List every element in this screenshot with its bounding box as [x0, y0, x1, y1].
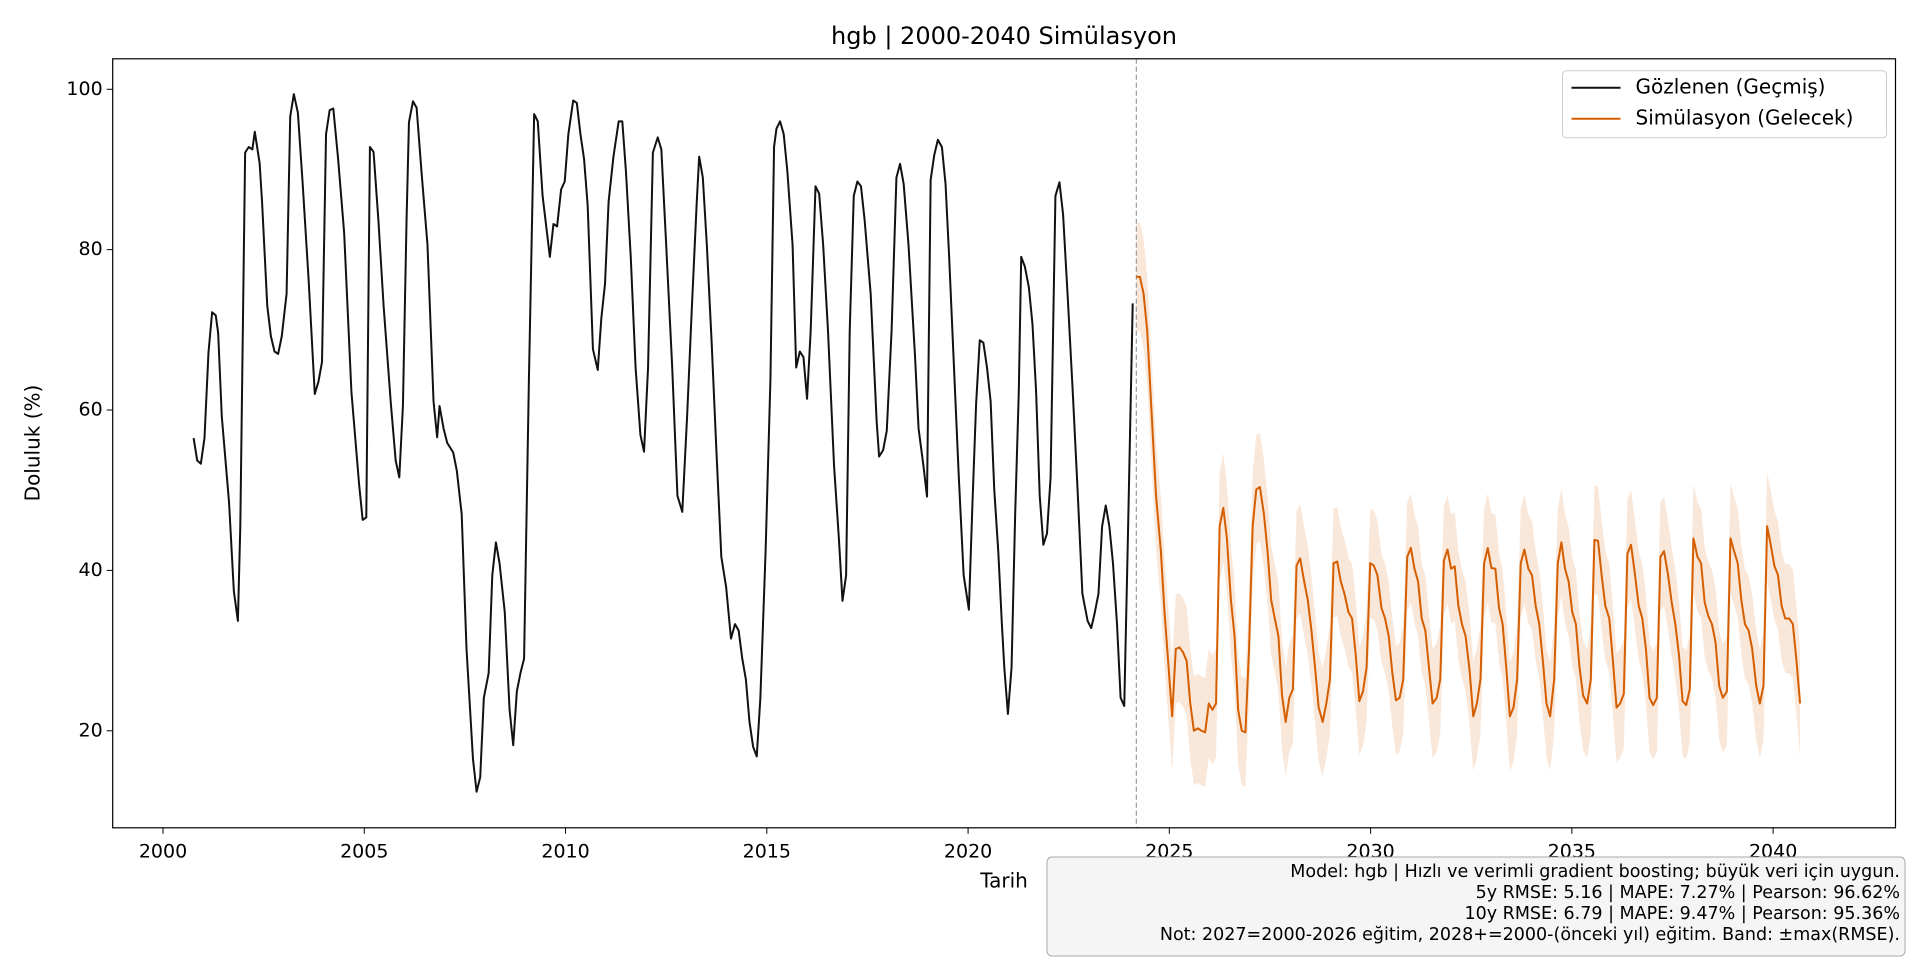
x-tick-label: 2000 — [139, 840, 187, 862]
x-tick-label: 2010 — [541, 840, 589, 862]
annotation: Model: hgb | Hızlı ve verimli gradient b… — [1046, 856, 1906, 957]
y-tick-label: 100 — [66, 78, 102, 100]
uncertainty-band — [1136, 222, 1801, 787]
annotation-line: 10y RMSE: 6.79 | MAPE: 9.47% | Pearson: … — [1464, 904, 1900, 924]
annotation-box — [1046, 856, 1906, 957]
x-axis-label: Tarih — [979, 869, 1028, 893]
y-axis-label: Doluluk (%) — [21, 385, 45, 502]
annotation-line: 5y RMSE: 5.16 | MAPE: 7.27% | Pearson: 9… — [1476, 883, 1900, 903]
y-tick-label: 40 — [79, 559, 103, 581]
legend-label: Gözlenen (Geçmiş) — [1636, 74, 1826, 98]
annotation-line: Not: 2027=2000-2026 eğitim, 2028+=2000-(… — [1160, 925, 1900, 945]
annotation-line: Model: hgb | Hızlı ve verimli gradient b… — [1290, 862, 1900, 882]
series-line — [192, 93, 1134, 793]
legend: Gözlenen (Geçmiş) Simülasyon (Gelecek) — [1562, 70, 1887, 139]
x-tick-label: 2020 — [944, 840, 992, 862]
chart-title: hgb | 2000-2040 Simülasyon — [831, 22, 1177, 50]
y-tick-label: 20 — [79, 719, 103, 741]
plot-area — [192, 58, 1802, 828]
y-tick-label: 80 — [79, 238, 103, 260]
x-tick-label: 2005 — [340, 840, 388, 862]
axes-frame — [112, 58, 1897, 829]
legend-label: Simülasyon (Gelecek) — [1636, 105, 1854, 129]
series-line — [1136, 275, 1802, 734]
y-tick-label: 60 — [79, 399, 103, 421]
legend-box — [1562, 70, 1887, 139]
x-tick-label: 2015 — [743, 840, 791, 862]
